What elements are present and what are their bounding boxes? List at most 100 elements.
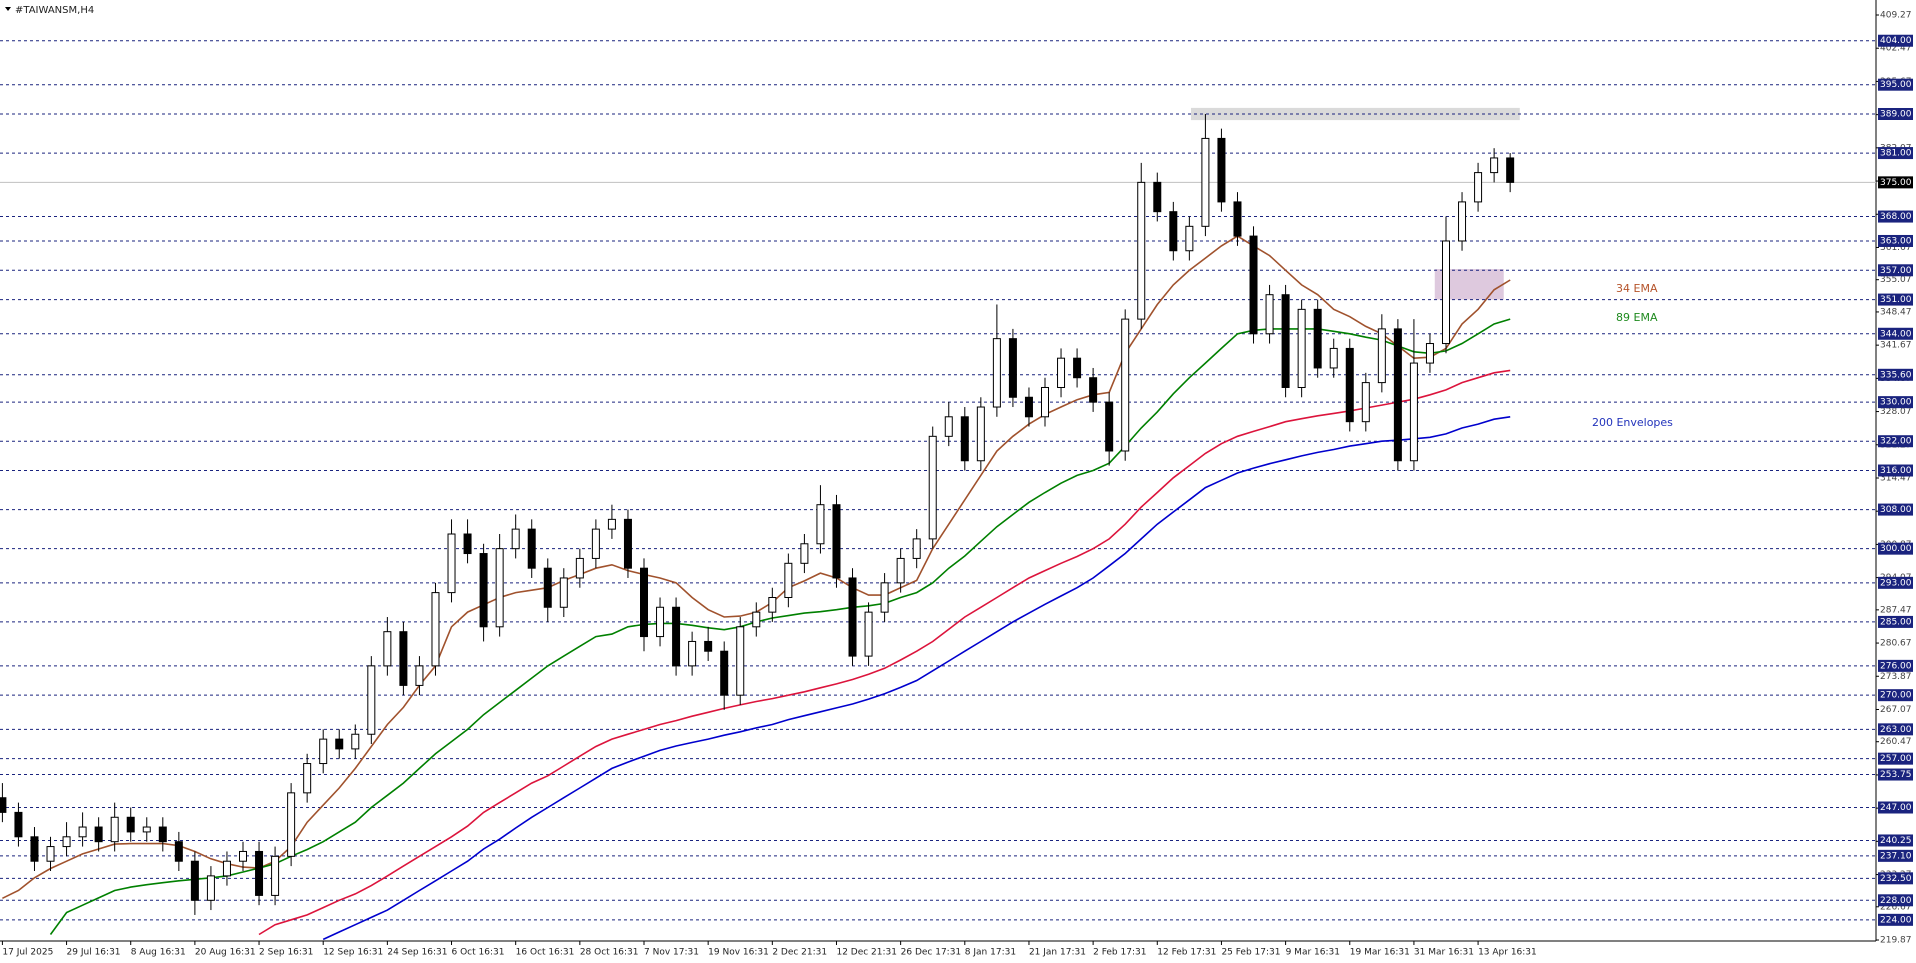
x-tick-label: 31 Mar 16:31: [1414, 948, 1474, 958]
candle-body: [415, 665, 424, 686]
candle-body: [1137, 181, 1146, 320]
level-label-bg: [1878, 542, 1913, 555]
candle-body: [126, 816, 135, 833]
x-tick-label: 2 Dec 21:31: [772, 948, 827, 958]
level-label-bg: [1878, 293, 1913, 306]
candle-body: [1506, 157, 1515, 183]
candle-body: [94, 826, 103, 843]
candle-body: [1041, 386, 1049, 418]
candle-body: [206, 875, 215, 901]
candle-body: [816, 504, 825, 545]
candle-body: [656, 606, 665, 638]
level-label: 240.25: [1880, 836, 1912, 846]
level-label: 232.50: [1880, 874, 1912, 884]
indicator-line: [322, 416, 1511, 941]
candle-body: [1281, 294, 1290, 388]
candle-body: [1089, 377, 1098, 403]
y-tick-label: 409.27: [1880, 11, 1912, 21]
candle-body: [110, 816, 119, 843]
level-label: 395.00: [1880, 80, 1912, 90]
level-label: 270.00: [1880, 691, 1912, 701]
level-label-bg: [1878, 615, 1913, 628]
level-label-bg: [1878, 107, 1913, 120]
menu-triangle[interactable]: [5, 7, 11, 11]
level-label: 263.00: [1880, 725, 1912, 735]
level-label: 381.00: [1880, 149, 1912, 159]
level-label-bg: [1878, 894, 1913, 907]
x-tick-label: 2 Feb 17:31: [1093, 948, 1146, 958]
x-tick-label: 21 Jan 17:31: [1029, 948, 1086, 958]
y-tick-label: 328.07: [1880, 407, 1912, 417]
candle-body: [1024, 396, 1033, 418]
x-tick-label: 8 Aug 16:31: [131, 948, 186, 958]
annotation: 200 Envelopes: [1592, 416, 1673, 429]
y-tick-label: 361.67: [1880, 243, 1912, 253]
level-label: 322.00: [1880, 437, 1912, 447]
level-label: 285.00: [1880, 617, 1912, 627]
x-tick-label: 25 Feb 17:31: [1221, 948, 1280, 958]
candle-body: [720, 650, 729, 696]
candle-body: [1409, 362, 1418, 462]
level-label-bg: [1878, 368, 1913, 381]
candle-body: [591, 528, 600, 559]
candle-body: [383, 631, 392, 667]
candle-body: [495, 548, 504, 628]
level-label: 228.00: [1880, 896, 1912, 906]
candle-body: [784, 562, 793, 598]
candle-body: [543, 567, 552, 608]
candle-body: [800, 543, 809, 564]
y-tick-label: 287.47: [1880, 605, 1912, 615]
x-tick-label: 19 Mar 16:31: [1350, 948, 1410, 958]
candle-body: [575, 557, 584, 579]
y-tick-label: 219.87: [1880, 936, 1912, 946]
y-tick-label: 280.67: [1880, 639, 1912, 649]
candle-body: [239, 850, 247, 862]
x-tick-label: 8 Jan 17:31: [965, 948, 1016, 958]
candle-body: [479, 553, 488, 628]
candle-body: [1393, 328, 1402, 462]
level-label-bg: [1878, 464, 1913, 477]
y-tick-label: 226.67: [1880, 902, 1912, 912]
candle-body: [78, 826, 87, 838]
candle-body: [1313, 308, 1322, 369]
candle-body: [1490, 157, 1499, 174]
candle-body: [768, 596, 777, 613]
y-tick-label: 355.07: [1880, 275, 1912, 285]
candle-body: [992, 338, 1001, 408]
candle-body: [1249, 235, 1258, 335]
candle-body: [1442, 240, 1450, 345]
level-label: 224.00: [1880, 915, 1912, 925]
candle-body: [928, 435, 937, 540]
candle-body: [880, 582, 889, 613]
x-tick-label: 16 Oct 16:31: [516, 948, 575, 958]
candle-body: [319, 738, 328, 765]
candle-body: [1458, 201, 1467, 242]
level-label: 368.00: [1880, 212, 1912, 222]
y-tick-label: 314.47: [1880, 473, 1912, 483]
level-label-bg: [1878, 689, 1913, 702]
candle-body: [1233, 201, 1242, 237]
level-label: 351.00: [1880, 295, 1912, 305]
candle-body: [1185, 225, 1194, 252]
candle-body: [672, 606, 681, 667]
level-label: 389.00: [1880, 109, 1912, 119]
candle-body: [351, 733, 360, 750]
candle-body: [1153, 181, 1162, 213]
level-label: 330.00: [1880, 398, 1912, 408]
level-label-bg: [1878, 503, 1913, 516]
candle-body: [142, 826, 151, 833]
level-label-bg: [1878, 34, 1913, 47]
candle-body: [0, 797, 7, 813]
level-label-bg: [1878, 78, 1913, 91]
level-label: 308.00: [1880, 505, 1912, 515]
candle-body: [1345, 347, 1354, 423]
x-tick-label: 29 Jul 16:31: [67, 948, 121, 958]
candle-body: [367, 665, 376, 735]
candle-body: [158, 826, 167, 843]
candle-body: [912, 538, 921, 559]
level-label-bg: [1878, 576, 1913, 589]
level-label-bg: [1878, 872, 1913, 885]
annotation: 89 EMA: [1616, 311, 1658, 324]
zone: [1190, 107, 1520, 121]
